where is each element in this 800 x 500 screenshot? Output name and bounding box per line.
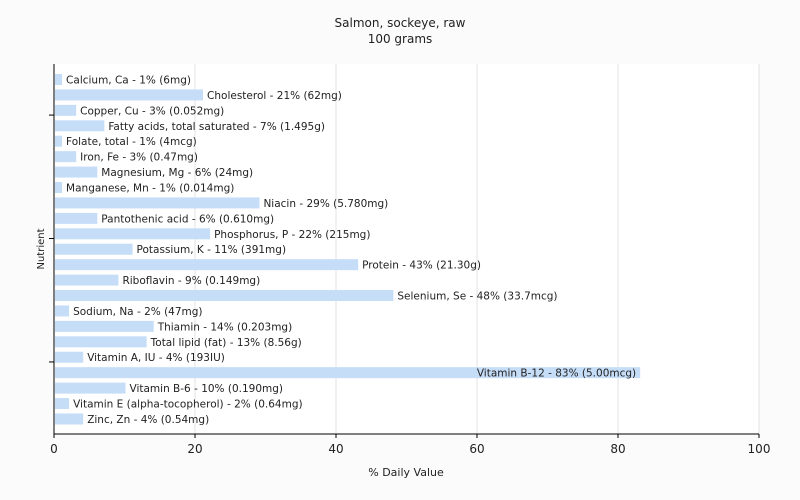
bar-label: Phosphorus, P - 22% (215mg) <box>214 229 370 241</box>
chart-title: Salmon, sockeye, raw <box>334 16 466 30</box>
bar <box>55 135 63 147</box>
bar-label: Fatty acids, total saturated - 7% (1.495… <box>108 121 325 133</box>
bar <box>55 212 98 224</box>
chart-title-block: Salmon, sockeye, raw 100 grams <box>0 15 800 47</box>
x-tick-label: 100 <box>748 442 771 456</box>
x-tick-label: 40 <box>328 442 343 456</box>
bar <box>55 89 204 101</box>
bar-label: Protein - 43% (21.30g) <box>362 260 481 272</box>
bar <box>55 151 77 163</box>
x-tick-label: 80 <box>610 442 625 456</box>
bar <box>55 320 154 332</box>
bar <box>55 74 63 85</box>
bar <box>55 336 147 348</box>
bar-label: Riboflavin - 9% (0.149mg) <box>122 275 260 287</box>
x-tick-label: 60 <box>469 442 484 456</box>
y-axis-label: Nutrient <box>36 228 47 269</box>
bar <box>55 228 211 240</box>
bar <box>55 290 394 302</box>
bar <box>55 351 84 363</box>
bar <box>55 104 77 116</box>
bar-label: Vitamin B-12 - 83% (5.00mcg) <box>477 368 636 380</box>
bars <box>55 74 641 425</box>
bar <box>55 305 70 317</box>
x-axis-ticks: 0 20 40 60 80 100 <box>50 434 770 456</box>
bar <box>55 182 63 194</box>
x-axis-label: % Daily Value <box>368 466 444 479</box>
bar <box>55 259 359 271</box>
bar-label: Vitamin A, IU - 4% (193IU) <box>87 352 225 364</box>
bar-label: Potassium, K - 11% (391mg) <box>137 244 287 256</box>
x-tick-label: 0 <box>50 442 58 456</box>
bar-label: Selenium, Se - 48% (33.7mcg) <box>397 291 557 303</box>
bar-label: Magnesium, Mg - 6% (24mg) <box>101 167 253 179</box>
bar-label: Thiamin - 14% (0.203mg) <box>157 321 293 333</box>
bar-labels: Calcium, Ca - 1% (6mg) Cholesterol - 21% … <box>66 75 636 426</box>
bar <box>55 274 119 286</box>
bar-label: Calcium, Ca - 1% (6mg) <box>66 75 191 87</box>
bar-label: Sodium, Na - 2% (47mg) <box>73 306 202 318</box>
bar <box>55 367 641 379</box>
bar-label: Niacin - 29% (5.780mg) <box>263 198 388 210</box>
x-tick-label: 20 <box>187 442 202 456</box>
bar <box>55 398 70 410</box>
bar <box>55 243 133 255</box>
bar-label: Pantothenic acid - 6% (0.610mg) <box>101 213 274 225</box>
bar <box>55 197 260 209</box>
bar-label: Vitamin E (alpha-tocopherol) - 2% (0.64m… <box>73 399 303 411</box>
y-axis-ticks <box>49 114 54 363</box>
bar-label: Copper, Cu - 3% (0.052mg) <box>80 105 224 117</box>
bar-label: Folate, total - 1% (4mcg) <box>66 136 197 148</box>
bar <box>55 413 84 425</box>
bar-label: Manganese, Mn - 1% (0.014mg) <box>66 183 234 195</box>
chart-subtitle: 100 grams <box>367 32 433 46</box>
bar <box>55 382 126 394</box>
bar-label: Vitamin B-6 - 10% (0.190mg) <box>130 383 284 395</box>
bar-label: Iron, Fe - 3% (0.47mg) <box>80 152 198 164</box>
bar <box>55 166 98 178</box>
bar-label: Cholesterol - 21% (62mg) <box>207 90 342 102</box>
bar <box>55 120 105 132</box>
bar-label: Total lipid (fat) - 13% (8.56g) <box>150 337 302 349</box>
bar-label: Zinc, Zn - 4% (0.54mg) <box>87 414 209 426</box>
